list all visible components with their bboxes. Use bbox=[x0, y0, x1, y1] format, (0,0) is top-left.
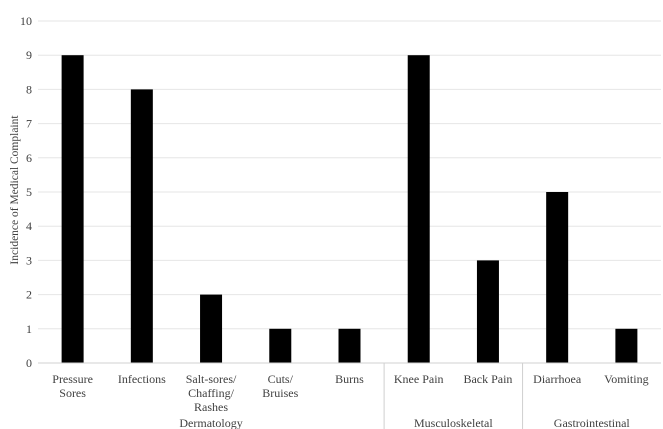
category-label: Cuts/Bruises bbox=[262, 372, 298, 400]
y-tick-labels: 0 1 2 3 4 5 6 7 8 9 10 bbox=[20, 14, 32, 370]
y-tick-label: 1 bbox=[26, 322, 32, 336]
group-label: Dermatology bbox=[179, 416, 242, 429]
y-tick-label: 3 bbox=[26, 253, 32, 267]
category-label: Vomiting bbox=[604, 372, 648, 386]
group-labels: Dermatology Musculoskeletal Gastrointestin… bbox=[179, 363, 630, 429]
category-label: Burns bbox=[335, 372, 364, 386]
category-label: Salt-sores/Chaffing/Rashes bbox=[186, 372, 237, 414]
bar bbox=[615, 328, 638, 363]
y-tick-label: 2 bbox=[26, 288, 32, 302]
bars bbox=[61, 55, 638, 364]
y-tick-label: 9 bbox=[26, 48, 32, 62]
group-label: Musculoskeletal bbox=[414, 416, 493, 429]
y-tick-label: 10 bbox=[20, 14, 32, 28]
y-tick-label: 6 bbox=[26, 151, 32, 165]
bar bbox=[61, 55, 84, 363]
bar bbox=[338, 328, 361, 363]
bar bbox=[269, 328, 292, 363]
category-label: Diarrhoea bbox=[533, 372, 582, 386]
category-labels: Pressure Sores Infections Salt-sores/Chaffi… bbox=[52, 372, 648, 414]
group-label: Gastrointestinal bbox=[554, 416, 631, 429]
bar bbox=[476, 260, 499, 363]
category-label: Infections bbox=[118, 372, 166, 386]
bar bbox=[200, 294, 223, 363]
y-tick-label: 4 bbox=[26, 219, 32, 233]
y-axis-label: Incidence of Medical Complaint bbox=[9, 115, 21, 265]
category-label: Back Pain bbox=[463, 372, 512, 386]
bar bbox=[130, 89, 153, 364]
category-label: Knee Pain bbox=[394, 372, 444, 386]
bar bbox=[546, 192, 569, 363]
y-tick-label: 0 bbox=[26, 356, 32, 370]
y-tick-label: 8 bbox=[26, 82, 32, 96]
y-tick-label: 5 bbox=[26, 185, 32, 199]
bar bbox=[407, 55, 430, 363]
category-label: Pressure Sores bbox=[52, 372, 93, 400]
y-tick-label: 7 bbox=[26, 117, 32, 131]
